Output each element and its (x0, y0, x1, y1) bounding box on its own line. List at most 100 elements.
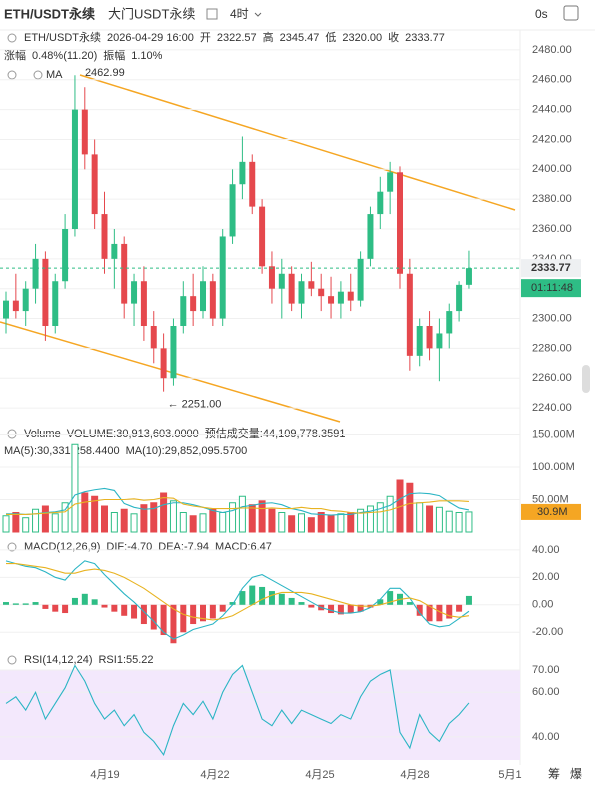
macd-bar (111, 604, 118, 612)
trend-line[interactable] (0, 321, 341, 423)
macd-bar (91, 599, 98, 605)
settings-icon[interactable] (563, 5, 579, 21)
macd-bar (22, 603, 29, 605)
candle-body (397, 172, 403, 274)
legend-entry: RSI1:55.22 (98, 654, 153, 666)
countdown: 01:11:48 (531, 282, 573, 294)
volume-bar (288, 515, 296, 533)
macd-bar (101, 604, 108, 608)
eye-icon[interactable] (33, 70, 43, 80)
side-button[interactable]: 爆 (570, 767, 582, 781)
macd-bar (32, 602, 39, 605)
candle-body (357, 258, 364, 301)
ohlc-value: 2322.57 (217, 32, 257, 44)
last-price-label: 2333.77 (531, 262, 571, 274)
macd-bar (180, 604, 187, 633)
volume-bar (248, 504, 256, 533)
macd-bar (416, 604, 423, 616)
undefined: 1.10% (131, 50, 162, 62)
candle-body (367, 214, 374, 259)
eye-icon[interactable] (7, 542, 17, 552)
undefined: MA (46, 69, 63, 81)
undefined: Volume (24, 428, 61, 440)
candle-body (249, 161, 256, 207)
volume-bar (376, 502, 384, 533)
macd-bar (298, 602, 305, 605)
macd-bar (357, 604, 364, 612)
candle-body (22, 288, 29, 312)
indicator-line (6, 563, 470, 621)
y-tick-label: 40.00 (532, 731, 560, 743)
ohlc-label: 收 (388, 30, 399, 44)
y-tick-label: 0.00 (532, 599, 553, 611)
macd-bar (465, 595, 472, 605)
volume-bar (101, 505, 108, 533)
high-annotation: 2462.99 (85, 67, 125, 79)
macd-bar (200, 604, 206, 622)
candle-body (200, 281, 206, 312)
candle-body (465, 268, 472, 285)
candle-body (180, 296, 187, 326)
candle-body (91, 154, 98, 215)
macd-bar (308, 604, 315, 608)
undefined: MACD(12,26,9) (24, 541, 100, 553)
interval[interactable]: 4时 (230, 7, 249, 21)
ohlc-label: 低 (325, 31, 336, 44)
candle-body (416, 326, 423, 356)
macd-bar (268, 591, 275, 605)
candle-body (32, 258, 39, 289)
macd-bar (150, 604, 157, 630)
y-tick-label: 2460.00 (532, 74, 572, 86)
legend-entry: MA(5):30,331,258.4400 (4, 445, 120, 457)
undefined: 0.48%(11.20) (32, 50, 97, 62)
volume-bar (337, 513, 345, 533)
macd-bar (190, 604, 197, 625)
volume-bar (238, 495, 246, 533)
x-tick-label: 4月22 (200, 769, 229, 781)
y-tick-label: 60.00 (532, 686, 560, 698)
macd-bar (71, 597, 78, 605)
candle-body (170, 326, 177, 379)
scroll-handle[interactable] (582, 365, 590, 393)
candle-body (12, 300, 19, 312)
trend-line[interactable] (79, 74, 516, 211)
volume-bar (278, 512, 286, 533)
volume-bar (130, 513, 138, 533)
candle-body (101, 214, 108, 259)
eye-icon[interactable] (7, 655, 17, 665)
y-tick-label: 2480.00 (532, 44, 572, 56)
legend-entry: DIF:-4.70 (106, 541, 152, 553)
symbol[interactable]: ETH/USDT永续 (4, 6, 95, 21)
macd-bar (278, 593, 285, 605)
y-tick-label: 50.00M (532, 493, 569, 505)
volume-bar (386, 495, 394, 533)
macd-bar (406, 602, 413, 605)
volume-bar (150, 502, 158, 533)
macd-bar (446, 604, 453, 619)
candle-body (131, 281, 138, 304)
eye-icon[interactable] (7, 33, 17, 43)
candle-body (140, 281, 147, 326)
volume-bar (327, 515, 335, 533)
dropdown-arrow[interactable] (254, 12, 262, 17)
side-button[interactable]: 筹 (548, 767, 560, 781)
candle-body (377, 191, 384, 215)
volume-bar (120, 508, 128, 533)
candle-body (42, 258, 49, 326)
x-tick-label: 4月25 (305, 769, 334, 781)
eye-icon[interactable] (7, 70, 17, 80)
macd-bar (81, 593, 88, 605)
candle-body (209, 281, 216, 319)
volume-bar (51, 513, 59, 533)
candle-body (52, 281, 59, 326)
volume-bar (140, 504, 148, 533)
volume-bar (199, 513, 207, 533)
macd-bar (219, 604, 226, 612)
ohlc-label: 开 (200, 32, 211, 44)
macd-bar (456, 604, 463, 612)
macd-bar (140, 604, 147, 625)
timer: 0s (535, 7, 548, 21)
current-volume: 30.9M (537, 506, 568, 518)
edit-icon[interactable] (206, 8, 218, 20)
